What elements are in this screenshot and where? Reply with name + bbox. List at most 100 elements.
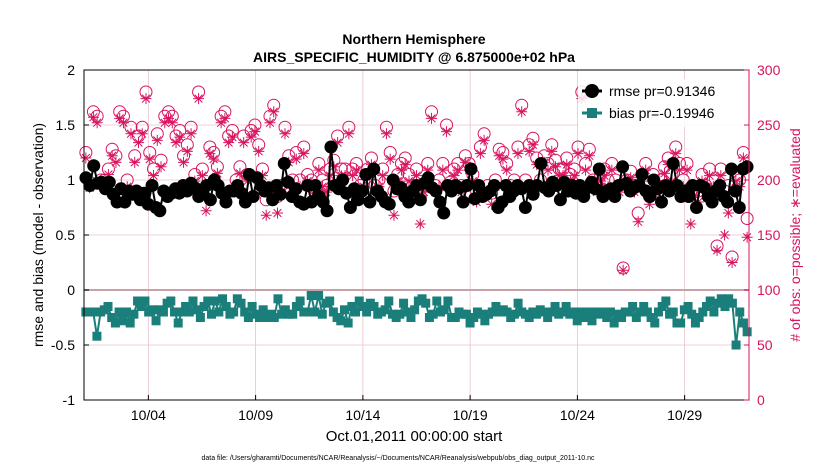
- obs-evaluated-point: [151, 134, 163, 146]
- rmse-point: [87, 159, 101, 173]
- bias-point: [727, 298, 737, 308]
- y-right-tick-label-5: 250: [757, 117, 781, 133]
- x-axis-label: Oct.01,2011 00:00:00 start: [326, 428, 503, 445]
- obs-evaluated-point: [583, 150, 595, 162]
- rmse-point: [277, 157, 291, 170]
- bias-point: [221, 302, 231, 311]
- rmse-point: [363, 195, 377, 209]
- bias-point: [402, 307, 412, 317]
- obs-evaluated-point: [730, 175, 742, 187]
- obs-evaluated-point: [377, 170, 389, 182]
- obs-evaluated-point: [140, 93, 152, 105]
- rmse-point: [732, 201, 746, 214]
- rmse-point: [145, 179, 159, 192]
- bias-point: [206, 309, 216, 319]
- bias-point: [136, 302, 146, 311]
- bias-point: [351, 307, 361, 317]
- bias-point: [539, 307, 549, 317]
- obs-evaluated-point: [226, 131, 238, 143]
- obs-evaluated-point: [617, 264, 629, 276]
- bias-point: [158, 307, 168, 317]
- bias-point: [661, 296, 671, 306]
- obs-possible-point: [740, 212, 754, 225]
- bias-point: [443, 296, 453, 306]
- bias-point: [118, 316, 128, 326]
- bias-point: [432, 296, 442, 306]
- obs-evaluated-point: [159, 117, 171, 129]
- x-tick-label-2: 10/14: [345, 407, 380, 423]
- bias-point: [173, 318, 183, 328]
- bias-point: [646, 313, 656, 322]
- bias-point: [243, 313, 253, 322]
- obs-evaluated-point: [313, 164, 325, 176]
- bias-point: [199, 302, 209, 311]
- rmse-point: [246, 190, 260, 203]
- obs-evaluated-point: [486, 198, 498, 210]
- obs-evaluated-point: [403, 175, 415, 187]
- rmse-point: [102, 175, 116, 189]
- bias-point: [236, 298, 246, 308]
- obs-evaluated-point: [264, 117, 276, 129]
- bias-point: [428, 309, 438, 319]
- bias-point: [306, 291, 316, 300]
- bias-point: [269, 313, 279, 322]
- obs-evaluated-point: [148, 170, 160, 182]
- rmse-point: [324, 140, 338, 154]
- rmse-point: [355, 184, 369, 198]
- bias-point: [88, 307, 98, 317]
- obs-evaluated-point: [117, 117, 129, 129]
- rmse-point: [608, 190, 622, 203]
- bias-point: [147, 305, 157, 315]
- bias-point: [709, 307, 719, 317]
- rmse-point: [273, 187, 287, 201]
- obs-evaluated-point: [516, 106, 528, 118]
- obs-evaluated-point: [542, 164, 554, 176]
- bias-point: [107, 313, 117, 322]
- obs-evaluated-point: [129, 156, 141, 168]
- bias-point: [650, 318, 660, 328]
- rmse-point: [534, 157, 548, 170]
- bias-point: [572, 316, 582, 326]
- y-right-tick-label-6: 300: [757, 62, 781, 78]
- obs-evaluated-point: [741, 231, 753, 243]
- bias-point: [676, 318, 686, 328]
- obs-evaluated-point: [426, 112, 438, 124]
- y-left-tick-label-0: -1: [63, 392, 76, 408]
- obs-evaluated-point: [557, 170, 569, 182]
- bias-point: [476, 309, 486, 319]
- axis-layer: 10/04 10/09 10/14 10/19 10/24 10/29 -1 -0.5 0 0.5…: [51, 62, 781, 423]
- obs-evaluated-point: [422, 164, 434, 176]
- legend-bias-marker: [587, 108, 597, 118]
- obs-evaluated-point: [568, 170, 580, 182]
- obs-evaluated-point: [125, 128, 137, 140]
- bias-point: [720, 302, 730, 311]
- obs-evaluated-point: [204, 148, 216, 160]
- bias-point: [258, 305, 268, 315]
- obs-evaluated-point: [414, 218, 426, 230]
- rmse-point: [635, 168, 649, 181]
- legend-rmse-marker: [585, 84, 599, 98]
- bias-point: [303, 307, 313, 317]
- obs-evaluated-point: [114, 112, 126, 124]
- obs-evaluated-point: [178, 156, 190, 168]
- y-right-tick-label-0: 0: [757, 392, 765, 408]
- bias-point: [731, 340, 741, 350]
- legend-box: [578, 79, 744, 127]
- obs-evaluated-point: [268, 106, 280, 118]
- obs-evaluated-point: [87, 111, 99, 123]
- bias-point: [698, 307, 708, 317]
- bias-point: [569, 307, 579, 317]
- obs-evaluated-point: [685, 218, 697, 230]
- obs-evaluated-point: [253, 145, 265, 157]
- bias-point: [546, 307, 556, 317]
- bias-point: [502, 307, 512, 317]
- bias-point: [465, 318, 475, 328]
- rmse-point: [592, 162, 606, 176]
- obs-evaluated-point: [91, 117, 103, 129]
- obs-evaluated-point: [658, 167, 670, 179]
- obs-evaluated-point: [418, 186, 430, 198]
- bias-point: [421, 298, 431, 308]
- bias-point: [192, 305, 202, 315]
- obs-evaluated-point: [332, 137, 344, 149]
- obs-evaluated-point: [598, 170, 610, 182]
